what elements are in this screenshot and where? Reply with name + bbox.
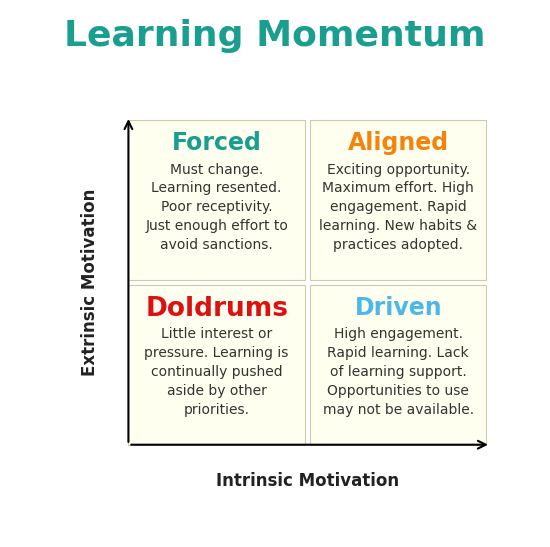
Text: Forced: Forced [172,131,262,155]
Text: Driven: Driven [354,295,442,319]
Text: High engagement.
Rapid learning. Lack
of learning support.
Opportunities to use
: High engagement. Rapid learning. Lack of… [323,327,474,417]
FancyBboxPatch shape [310,285,486,445]
Text: Intrinsic Motivation: Intrinsic Motivation [216,472,399,490]
FancyBboxPatch shape [129,285,305,445]
Text: Doldrums: Doldrums [145,295,288,322]
Text: Little interest or
pressure. Learning is
continually pushed
aside by other
prior: Little interest or pressure. Learning is… [145,327,289,417]
Text: Extrinsic Motivation: Extrinsic Motivation [81,189,99,376]
FancyBboxPatch shape [129,120,305,280]
FancyBboxPatch shape [310,120,486,280]
Text: Learning Momentum: Learning Momentum [64,19,486,53]
Text: Exciting opportunity.
Maximum effort. High
engagement. Rapid
learning. New habit: Exciting opportunity. Maximum effort. Hi… [319,162,477,252]
Text: Aligned: Aligned [348,131,449,155]
Text: Must change.
Learning resented.
Poor receptivity.
Just enough effort to
avoid sa: Must change. Learning resented. Poor rec… [145,162,288,252]
